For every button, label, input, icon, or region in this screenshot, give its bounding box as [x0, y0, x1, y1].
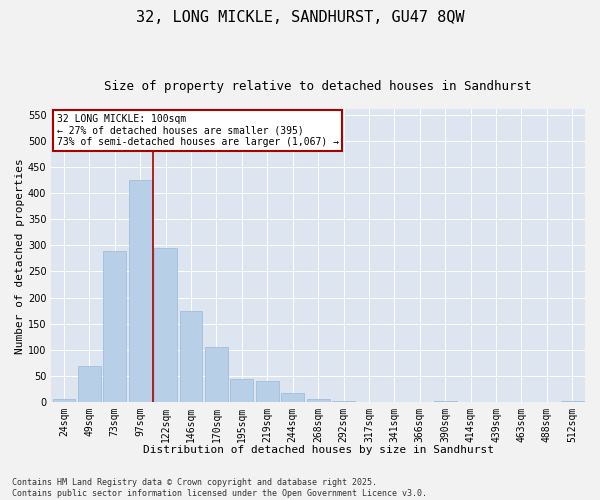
Bar — [53, 400, 76, 402]
Y-axis label: Number of detached properties: Number of detached properties — [15, 158, 25, 354]
Text: Contains HM Land Registry data © Crown copyright and database right 2025.
Contai: Contains HM Land Registry data © Crown c… — [12, 478, 427, 498]
Bar — [561, 401, 584, 402]
Bar — [434, 401, 457, 402]
Bar — [230, 378, 253, 402]
X-axis label: Distribution of detached houses by size in Sandhurst: Distribution of detached houses by size … — [143, 445, 494, 455]
Bar — [256, 381, 279, 402]
Bar — [307, 400, 329, 402]
Bar — [103, 250, 126, 402]
Bar — [179, 310, 202, 402]
Title: Size of property relative to detached houses in Sandhurst: Size of property relative to detached ho… — [104, 80, 532, 93]
Text: 32 LONG MICKLE: 100sqm
← 27% of detached houses are smaller (395)
73% of semi-de: 32 LONG MICKLE: 100sqm ← 27% of detached… — [56, 114, 338, 147]
Bar — [129, 180, 152, 402]
Text: 32, LONG MICKLE, SANDHURST, GU47 8QW: 32, LONG MICKLE, SANDHURST, GU47 8QW — [136, 10, 464, 25]
Bar — [332, 400, 355, 402]
Bar — [154, 248, 177, 402]
Bar — [78, 366, 101, 402]
Bar — [281, 392, 304, 402]
Bar — [205, 347, 228, 402]
